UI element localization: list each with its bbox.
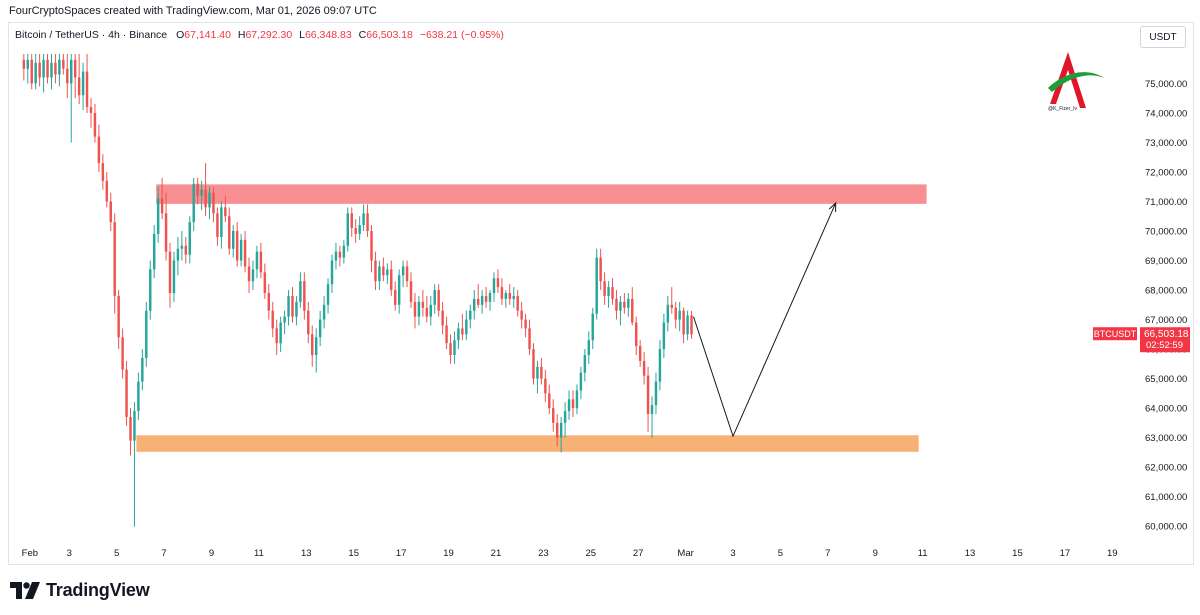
change-value: −638.21 (−0.95%) (419, 29, 504, 41)
symbol-name[interactable]: Bitcoin / TetherUS · 4h · Binance (15, 29, 168, 41)
low-label: L (299, 29, 305, 41)
tradingview-brand[interactable]: TradingView (10, 580, 150, 601)
symbol-legend: Bitcoin / TetherUS · 4h · Binance O67,14… (15, 29, 504, 41)
high-label: H (237, 29, 246, 41)
currency-button[interactable]: USDT (1140, 26, 1186, 48)
open-label: O (176, 29, 185, 41)
close-value: 66,503.18 (366, 29, 413, 41)
chart-frame (8, 22, 1194, 565)
close-label: C (358, 29, 367, 41)
open-value: 67,141.40 (184, 29, 231, 41)
high-value: 67,292.30 (245, 29, 293, 41)
chart-credit: FourCryptoSpaces created with TradingVie… (9, 5, 377, 17)
low-value: 66,348.83 (304, 29, 352, 41)
tradingview-logo-icon (10, 582, 40, 599)
brand-name: TradingView (46, 580, 150, 600)
